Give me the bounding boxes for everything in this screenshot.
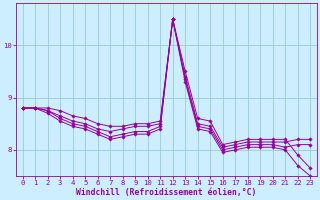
X-axis label: Windchill (Refroidissement éolien,°C): Windchill (Refroidissement éolien,°C): [76, 188, 257, 197]
